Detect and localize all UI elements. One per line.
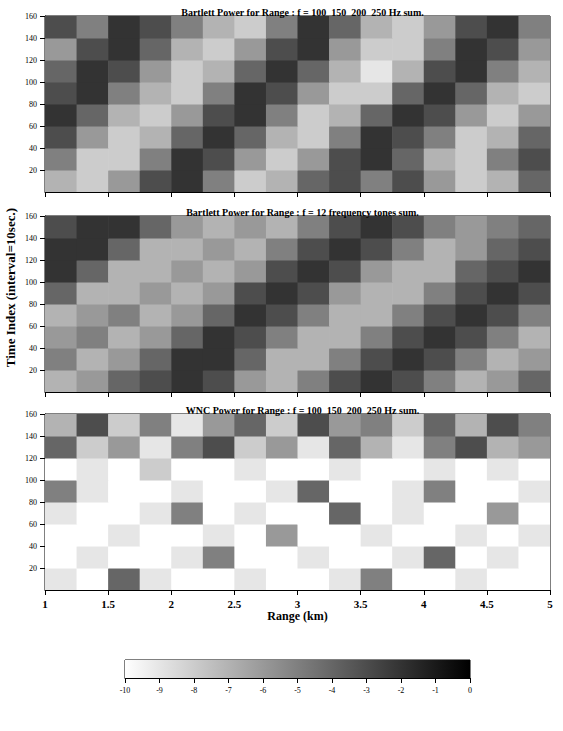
svg-text:-10: -10: [120, 686, 131, 695]
svg-text:-6: -6: [260, 686, 267, 695]
svg-text:Range (km): Range (km): [267, 609, 327, 623]
svg-text:60: 60: [29, 122, 37, 131]
svg-text:60: 60: [29, 322, 37, 331]
svg-text:100: 100: [25, 476, 37, 485]
svg-text:120: 120: [25, 56, 37, 65]
svg-text:140: 140: [25, 234, 37, 243]
svg-text:80: 80: [29, 100, 37, 109]
svg-text:-7: -7: [225, 686, 232, 695]
svg-text:4: 4: [421, 598, 427, 610]
svg-text:Bartlett Power for Range : f =: Bartlett Power for Range : f = 100 150 2…: [181, 7, 424, 18]
svg-text:3.5: 3.5: [354, 598, 368, 610]
svg-text:140: 140: [25, 34, 37, 43]
svg-text:1: 1: [42, 598, 48, 610]
svg-text:3: 3: [295, 598, 301, 610]
svg-text:2: 2: [169, 598, 175, 610]
svg-text:-4: -4: [329, 686, 336, 695]
svg-text:5: 5: [547, 598, 553, 610]
svg-text:160: 160: [25, 410, 37, 419]
svg-text:-3: -3: [363, 686, 370, 695]
svg-text:20: 20: [29, 366, 37, 375]
svg-text:0: 0: [468, 686, 472, 695]
svg-text:140: 140: [25, 432, 37, 441]
svg-text:Time Index (interval=10sec.): Time Index (interval=10sec.): [3, 208, 18, 367]
svg-text:-2: -2: [398, 686, 405, 695]
svg-text:-9: -9: [156, 686, 163, 695]
svg-text:100: 100: [25, 278, 37, 287]
svg-text:2.5: 2.5: [228, 598, 242, 610]
svg-text:40: 40: [29, 144, 37, 153]
svg-text:WNC Power for Range : f = 100: WNC Power for Range : f = 100 150 200 25…: [186, 405, 420, 416]
svg-text:80: 80: [29, 498, 37, 507]
svg-text:-5: -5: [294, 686, 301, 695]
svg-text:20: 20: [29, 166, 37, 175]
svg-text:Bartlett Power for Range : f =: Bartlett Power for Range : f = 12 freque…: [186, 207, 419, 218]
svg-text:-1: -1: [432, 686, 439, 695]
svg-text:120: 120: [25, 256, 37, 265]
svg-text:40: 40: [29, 542, 37, 551]
svg-text:40: 40: [29, 344, 37, 353]
svg-text:80: 80: [29, 300, 37, 309]
svg-text:4.5: 4.5: [480, 598, 494, 610]
svg-text:120: 120: [25, 454, 37, 463]
svg-text:160: 160: [25, 12, 37, 21]
svg-text:100: 100: [25, 78, 37, 87]
svg-text:160: 160: [25, 212, 37, 221]
svg-text:-8: -8: [191, 686, 198, 695]
svg-text:60: 60: [29, 520, 37, 529]
svg-text:20: 20: [29, 564, 37, 573]
svg-text:1.5: 1.5: [101, 598, 115, 610]
